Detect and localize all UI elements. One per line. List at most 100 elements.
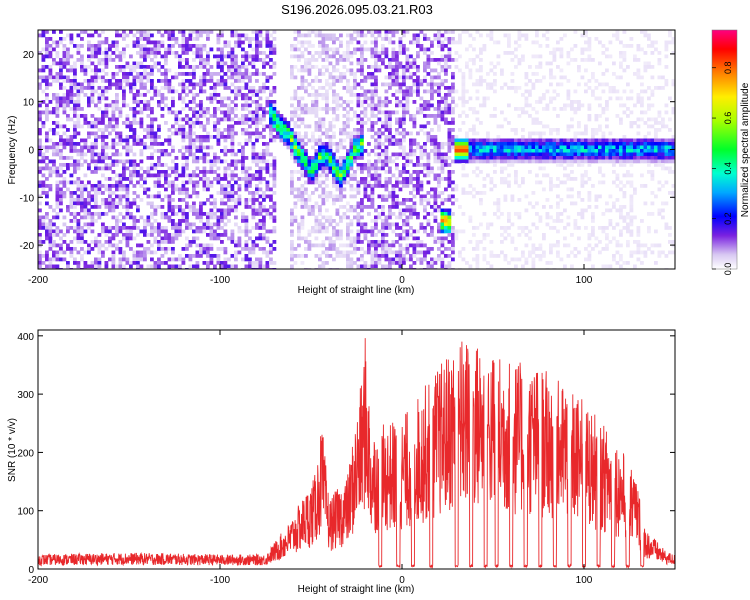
spectrogram-cell [458,37,462,41]
spectrogram-cell [199,65,203,69]
spectrogram-cell [181,156,186,160]
spectrogram-cell [325,82,329,87]
spectrogram-cell [346,222,350,227]
spectrogram-cell [265,142,270,146]
spectrogram-cell [199,61,203,66]
spectrogram-cell [129,226,133,230]
spectrogram-cell [423,124,427,129]
spectrogram-cell [150,194,154,199]
spectrogram-cell [237,201,242,206]
spectrogram-cell [325,68,329,73]
spectrogram-cell [171,110,175,115]
spectrogram-cell [367,89,371,94]
spectrogram-cell [454,236,459,241]
spectrogram-cell [237,40,242,45]
spectrogram-cell [433,138,438,143]
spectrogram-cell [227,173,231,178]
spectrogram-cell [202,58,207,62]
spectrogram-cell [465,191,469,195]
spectrogram-cell [41,79,46,83]
spectrogram-cell [178,187,182,192]
spectrogram-cell [447,86,452,90]
spectrogram-cell [122,226,126,230]
spectrogram-cell [272,229,277,234]
spectrogram-cell [426,222,431,227]
spectrogram-cell [461,82,466,87]
spectrogram-cell [143,128,147,132]
spectrogram-cell [73,191,77,195]
spectrogram-cell [251,58,256,62]
spectrogram-cell [293,261,298,265]
spectrogram-cell [444,163,448,167]
spectrogram-cell [115,54,119,59]
spectrogram-cell [300,191,305,195]
spectrogram-cell [101,166,105,171]
spectrogram-cell [111,124,116,129]
spectrogram-cell [132,142,137,146]
spectrogram-cell [531,149,536,153]
spectrogram-cell [269,205,273,209]
spectrogram-cell [108,58,112,62]
spectrogram-cell [213,128,217,132]
spectrogram-cell [80,187,84,192]
spectrogram-cell [370,250,375,255]
spectrogram-cell [185,226,189,230]
spectrogram-cell [101,75,105,80]
spectrogram-cell [104,187,109,192]
spectrogram-cell [342,212,347,216]
spectrogram-cell [241,33,245,38]
spectrogram-cell [216,247,221,251]
spectrogram-cell [227,205,231,209]
spectrogram-cell [391,58,396,62]
spectrogram-cell [178,44,182,48]
spectrogram-cell [157,205,161,209]
spectrogram-cell [346,114,350,118]
spectrogram-cell [94,240,98,244]
spectrogram-cell [335,79,340,83]
spectrogram-cell [94,75,98,80]
spectrogram-cell [38,166,42,171]
spectrogram-cell [45,194,49,199]
spectrogram-cell [73,226,77,230]
spectrogram-cell [244,219,249,223]
spectrogram-cell [332,156,336,160]
spectrogram-cell [384,180,389,185]
spectrogram-cell [195,82,200,87]
spectrogram-cell [83,114,88,118]
spectrogram-cell [265,145,270,150]
spectrogram-cell [76,219,81,223]
spectrogram-cell [111,261,116,265]
spectrogram-cell [468,145,473,150]
spectrogram-cell [181,65,186,69]
spectrogram-cell [486,226,490,230]
spectrogram-cell [356,233,361,237]
spectrogram-cell [216,40,221,45]
spectrogram-cell [178,72,182,76]
spectrogram-cell [136,261,140,265]
spectrogram-cell [398,215,403,220]
spectrogram-cell [388,131,392,136]
spectrogram-cell [496,138,501,143]
spectrogram-cell [367,159,371,164]
spectrogram-cell [132,100,137,104]
spectrogram-cell [94,89,98,94]
spectrogram-cell [94,131,98,136]
spectrogram-cell [97,33,102,38]
spectrogram-cell [206,187,210,192]
spectrogram-cell [248,37,252,41]
spectrogram-cell [150,233,154,237]
spectrogram-cell [108,208,112,213]
spectrogram-cell [328,152,333,157]
spectrogram-cell [87,96,91,101]
spectrogram-cell [318,159,322,164]
spectrogram-cell [83,121,88,125]
spectrogram-cell [349,138,354,143]
spectrogram-cell [346,152,350,157]
spectrogram-cell [153,226,158,230]
spectrogram-cell [402,212,406,216]
spectrogram-cell [321,86,326,90]
spectrogram-cell [297,222,301,227]
spectrogram-cell [157,100,161,104]
spectrogram-cell [353,72,357,76]
spectrogram-cell [104,58,109,62]
